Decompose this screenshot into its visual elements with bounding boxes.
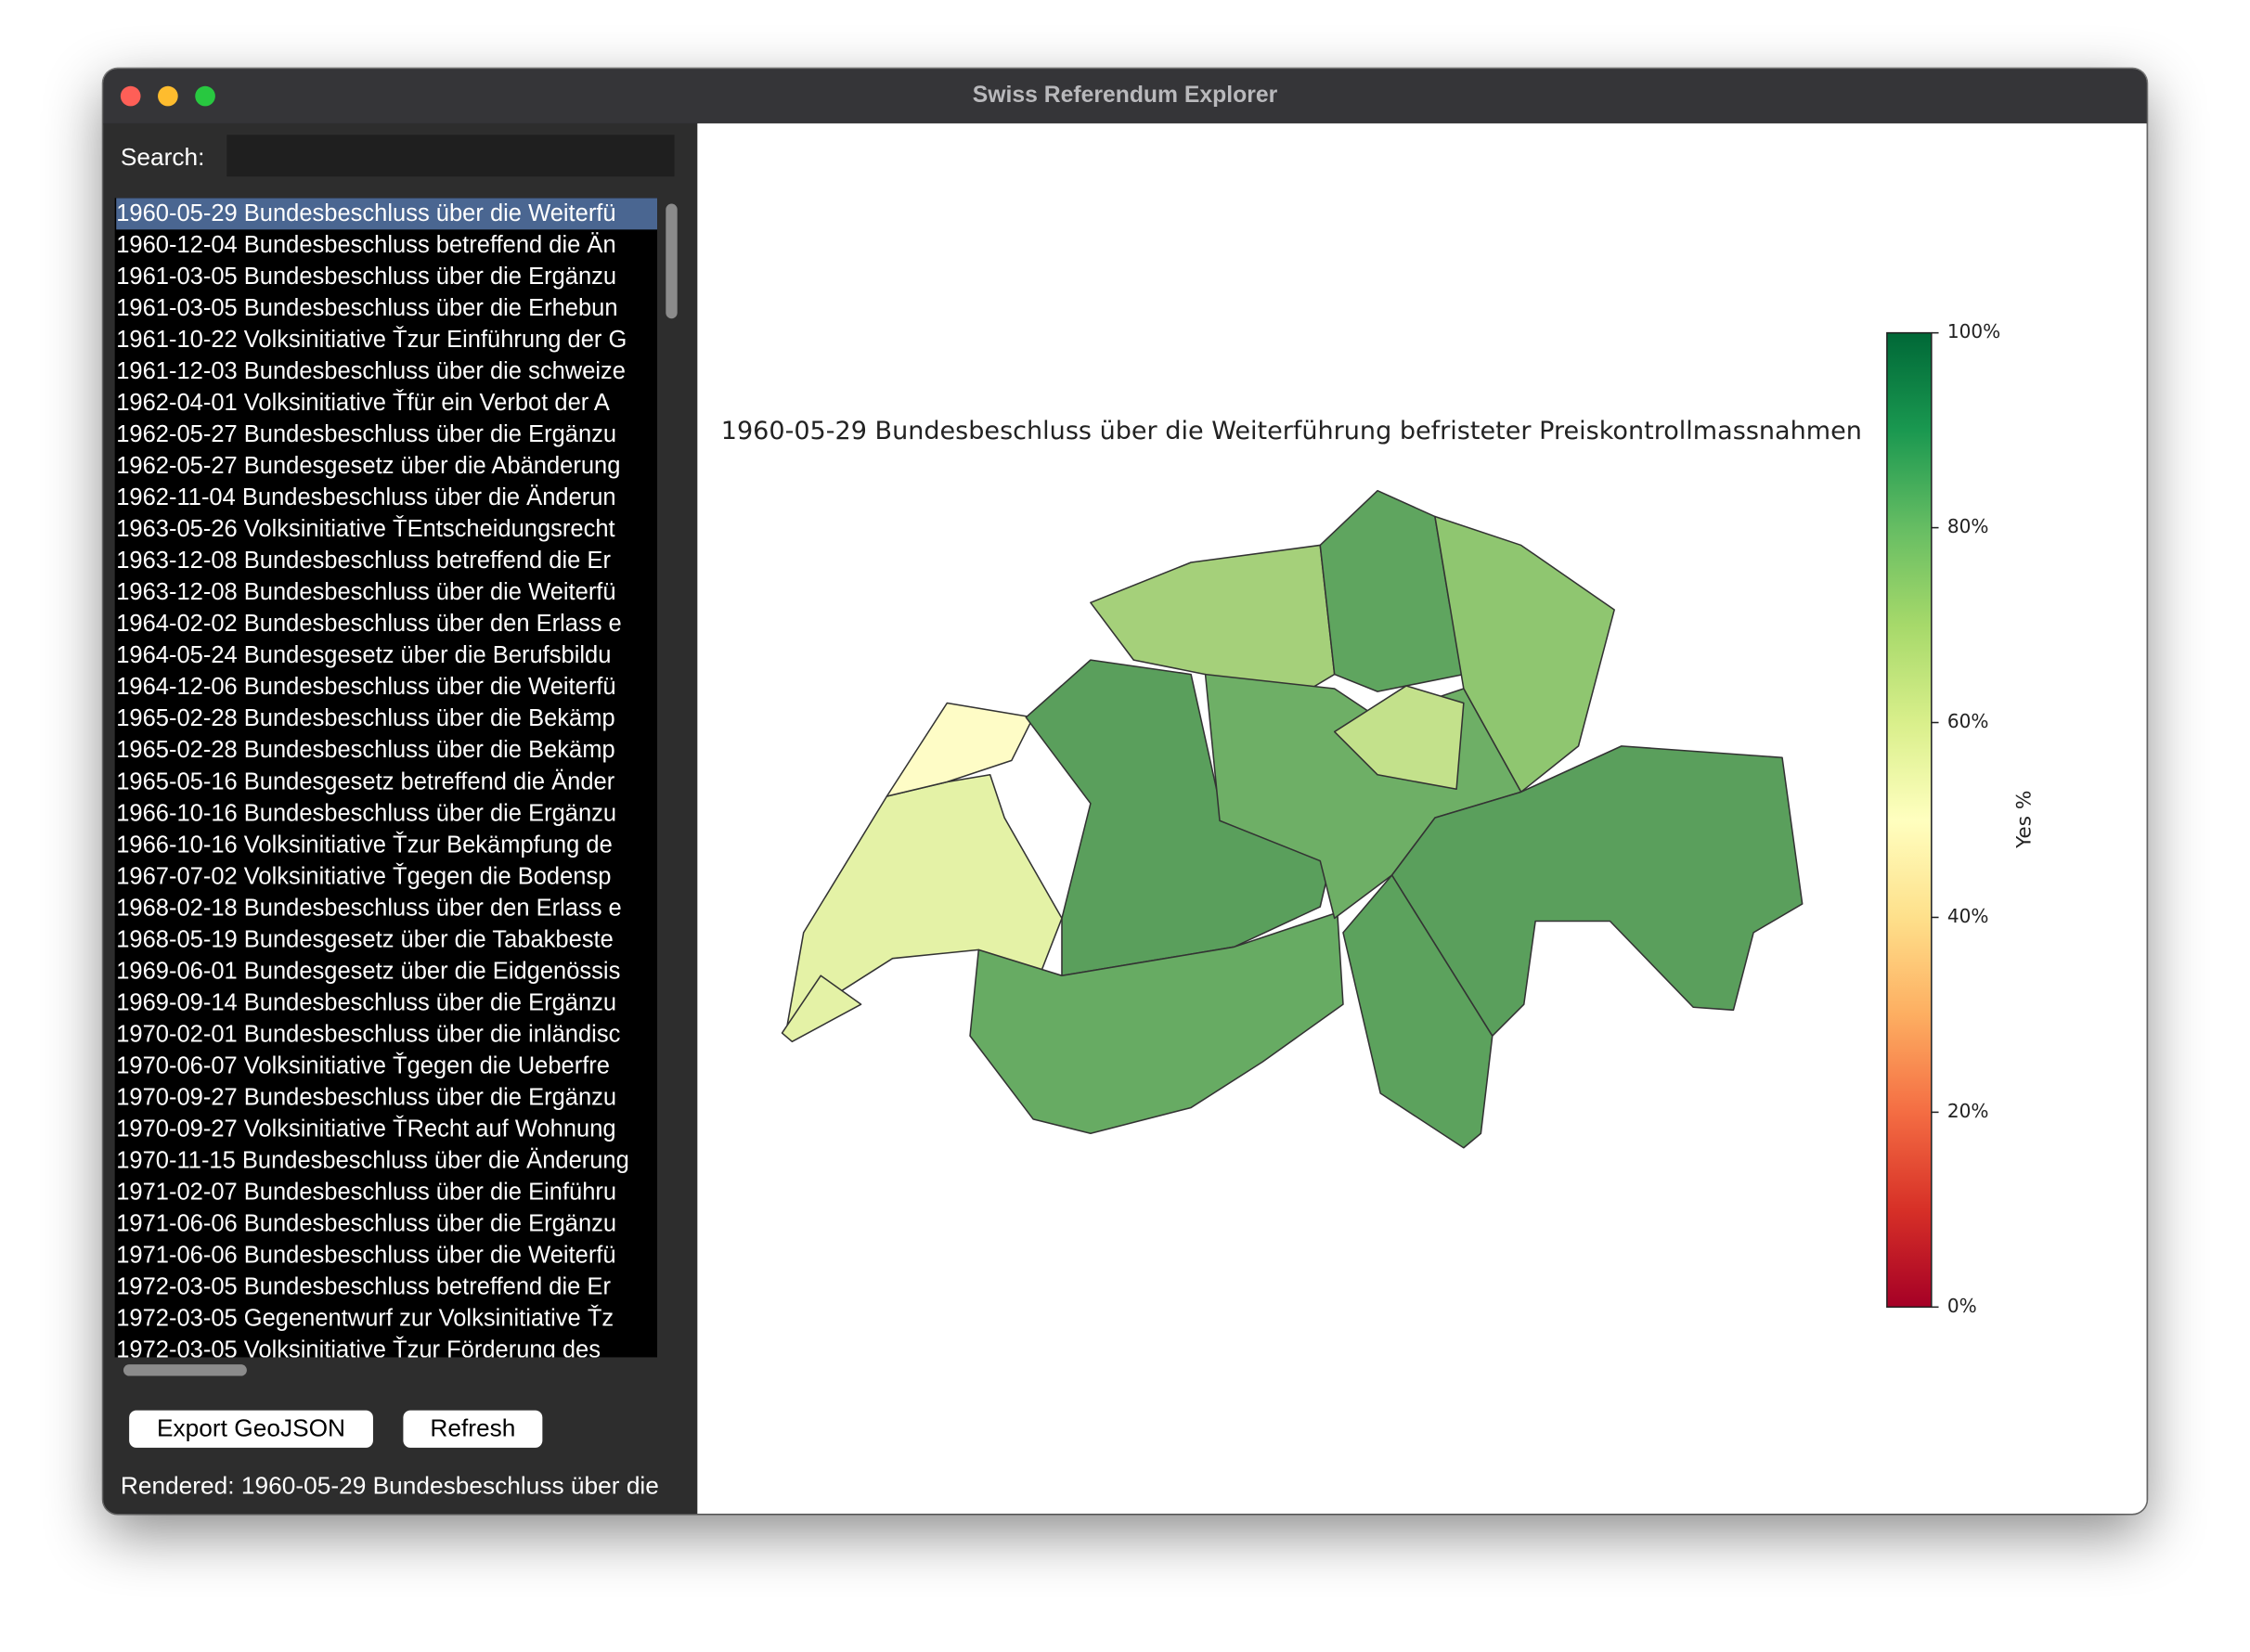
- colorbar-tick-label: 40%: [1947, 905, 1989, 927]
- list-item[interactable]: 1970-11-15 Bundesbeschluss über die Ände…: [116, 1147, 629, 1174]
- app-window: Swiss Referendum Explorer Search: 1960-0…: [103, 69, 2147, 1514]
- list-item[interactable]: 1960-12-04 Bundesbeschluss betreffend di…: [116, 232, 616, 259]
- map-title: 1960-05-29 Bundesbeschluss über die Weit…: [721, 417, 1862, 445]
- export-button[interactable]: Export GeoJSON: [129, 1410, 373, 1448]
- search-input[interactable]: [226, 135, 675, 177]
- colorbar-tick-label: 0%: [1947, 1295, 1977, 1317]
- colorbar-tick-label: 80%: [1947, 515, 1989, 537]
- canton[interactable]: [781, 974, 862, 1043]
- list-item[interactable]: 1965-02-28 Bundesbeschluss über die Bekä…: [116, 705, 615, 732]
- list-item[interactable]: 1963-12-08 Bundesbeschluss betreffend di…: [116, 548, 611, 574]
- list-item[interactable]: 1972-03-05 Volksinitiative Ťzur Förderun…: [116, 1336, 601, 1358]
- map-figure: 1960-05-29 Bundesbeschluss über die Weit…: [721, 320, 2037, 1317]
- colorbar-tick-label: 60%: [1947, 710, 1989, 732]
- list-item[interactable]: 1967-07-02 Volksinitiative Ťgegen die Bo…: [116, 863, 612, 890]
- list-item[interactable]: 1962-05-27 Bundesgesetz über die Abänder…: [116, 453, 621, 480]
- canton[interactable]: [1434, 515, 1615, 794]
- minimize-button[interactable]: [158, 85, 178, 107]
- list-item[interactable]: 1970-09-27 Bundesbeschluss über die Ergä…: [116, 1084, 617, 1111]
- list-item[interactable]: 1962-11-04 Bundesbeschluss über die Ände…: [116, 484, 616, 511]
- colorbar-label: Yes %: [2012, 791, 2036, 849]
- list-item[interactable]: 1963-05-26 Volksinitiative ŤEntscheidung…: [116, 516, 615, 543]
- list-item[interactable]: 1972-03-05 Gegenentwurf zur Volksinitiat…: [116, 1305, 614, 1332]
- list-item[interactable]: 1971-06-06 Bundesbeschluss über die Weit…: [116, 1242, 616, 1269]
- list-item[interactable]: 1971-02-07 Bundesbeschluss über die Einf…: [116, 1179, 617, 1206]
- list-item[interactable]: 1970-09-27 Volksinitiative ŤRecht auf Wo…: [116, 1116, 616, 1142]
- list-item[interactable]: 1971-06-06 Bundesbeschluss über die Ergä…: [116, 1210, 617, 1237]
- colorbar-tick-label: 100%: [1947, 320, 2000, 342]
- list-item[interactable]: 1960-05-29 Bundesbeschluss über die Weit…: [116, 198, 658, 230]
- refresh-button[interactable]: Refresh: [403, 1410, 543, 1448]
- list-item[interactable]: 1966-10-16 Volksinitiative Ťzur Bekämpfu…: [116, 832, 613, 858]
- list-item[interactable]: 1970-02-01 Bundesbeschluss über die inlä…: [116, 1021, 621, 1048]
- list-item[interactable]: 1962-05-27 Bundesbeschluss über die Ergä…: [116, 421, 617, 448]
- list-item[interactable]: 1961-10-22 Volksinitiative Ťzur Einführu…: [116, 327, 627, 354]
- colorbar-ticks: 0% 20% 40% 60% 80% 100%: [1931, 320, 2000, 1317]
- list-item[interactable]: 1968-05-19 Bundesgesetz über die Tabakbe…: [116, 926, 614, 953]
- list-item[interactable]: 1972-03-05 Bundesbeschluss betreffend di…: [116, 1273, 611, 1300]
- canton[interactable]: [969, 911, 1344, 1135]
- canton[interactable]: [1025, 659, 1333, 976]
- canton[interactable]: [1333, 685, 1465, 791]
- list-item[interactable]: 1961-03-05 Bundesbeschluss über die Erhe…: [116, 295, 618, 322]
- list-item[interactable]: 1969-09-14 Bundesbeschluss über die Ergä…: [116, 989, 617, 1016]
- list-item[interactable]: 1962-04-01 Volksinitiative Ťfür ein Verb…: [116, 390, 610, 417]
- title-bar: Swiss Referendum Explorer: [103, 69, 2147, 125]
- sidebar: Search: 1960-05-29 Bundesbeschluss über …: [103, 123, 698, 1514]
- zoom-button[interactable]: [195, 85, 215, 107]
- horizontal-scrollbar[interactable]: [123, 1364, 247, 1376]
- canton[interactable]: [886, 702, 1034, 797]
- window-title: Swiss Referendum Explorer: [972, 83, 1278, 108]
- list-item[interactable]: 1965-02-28 Bundesbeschluss über die Bekä…: [116, 737, 615, 764]
- list-item[interactable]: 1961-03-05 Bundesbeschluss über die Ergä…: [116, 264, 617, 290]
- list-item[interactable]: 1963-12-08 Bundesbeschluss über die Weit…: [116, 579, 616, 606]
- list-item[interactable]: 1964-05-24 Bundesgesetz über die Berufsb…: [116, 642, 612, 669]
- list-item[interactable]: 1966-10-16 Bundesbeschluss über die Ergä…: [116, 800, 617, 827]
- search-label: Search:: [120, 143, 205, 171]
- canton[interactable]: [1390, 745, 1804, 1037]
- referendum-list: 1960-05-29 Bundesbeschluss über die Weit…: [114, 198, 658, 1358]
- list-item[interactable]: 1970-06-07 Volksinitiative Ťgegen die Ue…: [116, 1052, 610, 1079]
- close-button[interactable]: [120, 85, 141, 107]
- list-item[interactable]: 1965-05-16 Bundesgesetz betreffend die Ä…: [116, 768, 615, 795]
- canton[interactable]: [1342, 874, 1494, 1149]
- list-item[interactable]: 1961-12-03 Bundesbeschluss über die schw…: [116, 358, 626, 385]
- list-item[interactable]: 1964-02-02 Bundesbeschluss über den Erla…: [116, 611, 622, 638]
- canton-map: [781, 489, 1804, 1149]
- colorbar-tick-label: 20%: [1947, 1100, 1989, 1122]
- list-item[interactable]: 1968-02-18 Bundesbeschluss über den Erla…: [116, 895, 622, 922]
- list-item[interactable]: 1969-06-01 Bundesgesetz über die Eidgenö…: [116, 958, 621, 985]
- colorbar: [1886, 331, 1933, 1309]
- map-panel: 1960-05-29 Bundesbeschluss über die Weit…: [697, 123, 2147, 1514]
- list-item[interactable]: 1964-12-06 Bundesbeschluss über die Weit…: [116, 674, 616, 701]
- vertical-scrollbar[interactable]: [666, 203, 678, 319]
- status-text: Rendered: 1960-05-29 Bundesbeschluss übe…: [120, 1472, 659, 1500]
